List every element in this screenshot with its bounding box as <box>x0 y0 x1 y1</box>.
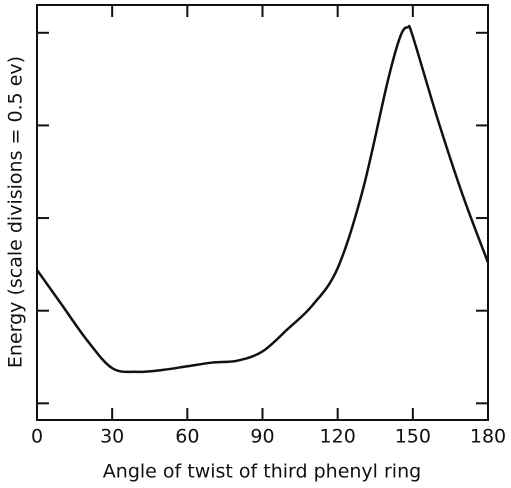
x-tick-label: 120 <box>320 426 356 448</box>
x-tick-label: 30 <box>100 426 124 448</box>
y-axis-label: Energy (scale divisions = 0.5 ev) <box>5 56 27 368</box>
plot-frame <box>36 4 489 421</box>
x-tick-label: 180 <box>470 426 506 448</box>
x-tick-label: 150 <box>395 426 431 448</box>
x-tick-label: 90 <box>250 426 274 448</box>
x-axis-label: Angle of twist of third phenyl ring <box>103 461 421 483</box>
x-tick-label: 60 <box>175 426 199 448</box>
x-tick-label: 0 <box>31 426 43 448</box>
energy-curve <box>35 24 490 374</box>
